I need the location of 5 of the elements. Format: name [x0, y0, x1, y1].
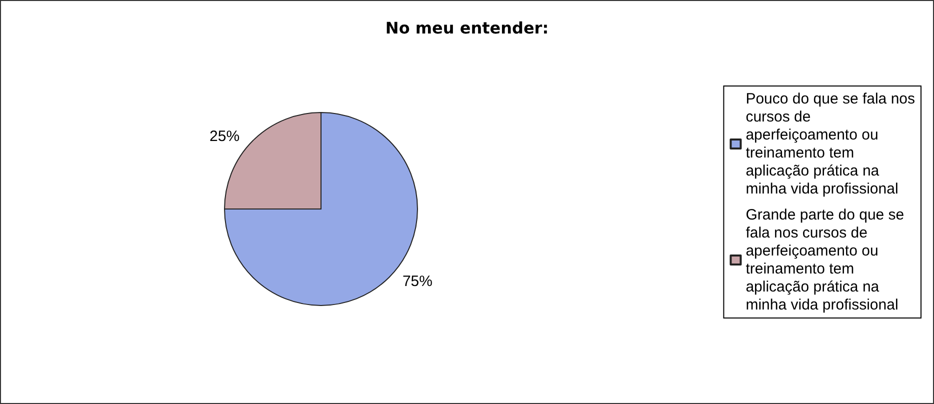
data-label: 25%: [210, 128, 240, 146]
legend-label: Grande parte do que se fala nos cursos de aperfeiçoamento ou treinamento tem aplicação prática na minha vida profissional: [746, 206, 904, 314]
chart-title: No meu entender:: [385, 18, 549, 38]
data-label: 75%: [402, 272, 432, 290]
legend-label: Pouco do que se fala nos cursos de aperfeiçoamento ou treinamento tem aplicação prática na minha vida profissional: [746, 90, 916, 198]
